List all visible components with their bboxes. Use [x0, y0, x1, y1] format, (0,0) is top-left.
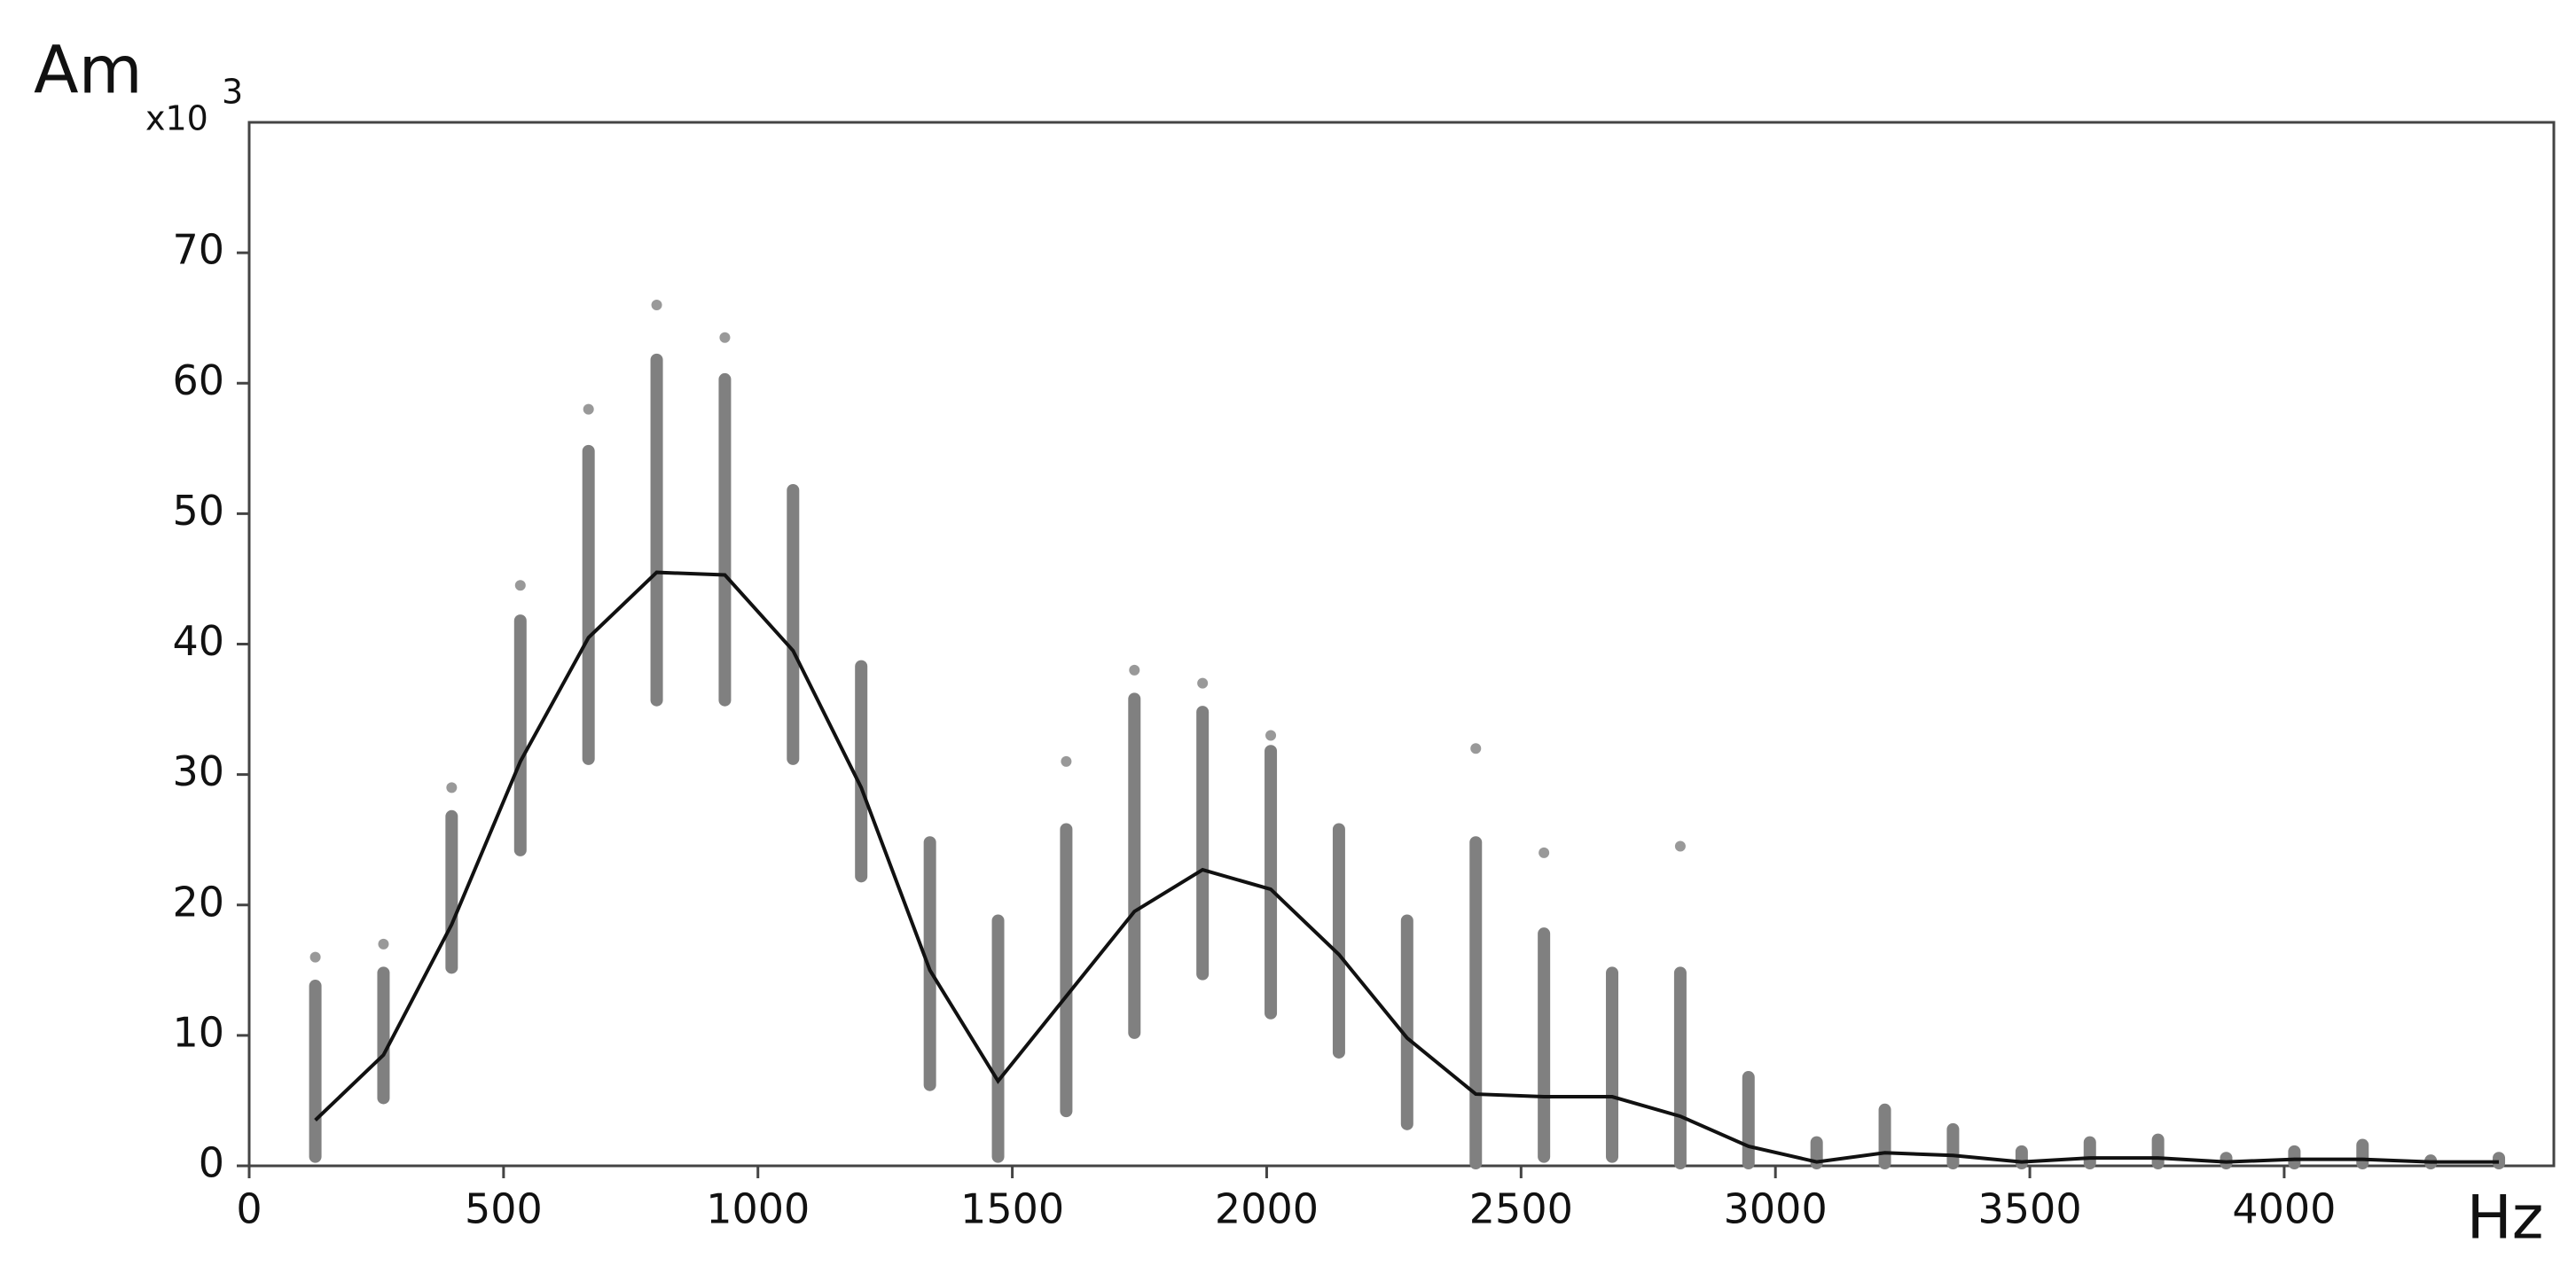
y-tick-label: 30: [172, 747, 224, 795]
amplitude-peak: [1129, 664, 1140, 676]
y-tick-label: 20: [172, 878, 224, 926]
amplitude-range: [718, 372, 732, 707]
amplitude-range: [1742, 1071, 1755, 1169]
amplitude-peak: [1539, 847, 1550, 858]
amplitude-range: [2083, 1136, 2096, 1169]
amplitude-range: [991, 914, 1005, 1163]
amplitude-range: [1538, 927, 1551, 1163]
amplitude-range: [1673, 966, 1687, 1169]
x-tick-label: 4000: [2232, 1185, 2336, 1233]
amplitude-range: [1400, 914, 1413, 1130]
amplitude-range: [855, 660, 868, 883]
amplitude-peak: [651, 299, 662, 310]
y-tick-label: 40: [172, 617, 224, 665]
amplitude-range: [309, 980, 322, 1163]
y-tick-label: 60: [172, 356, 224, 404]
y-tick-label: 50: [172, 487, 224, 535]
amplitude-peak: [1470, 743, 1482, 754]
amplitude-range: [1469, 836, 1483, 1169]
amplitude-range: [923, 836, 936, 1091]
x-tick-label: 2000: [1215, 1185, 1319, 1233]
y-tick-label: 0: [199, 1139, 224, 1187]
amplitude-range: [2356, 1138, 2369, 1169]
amplitude-range: [377, 966, 390, 1105]
amplitude-range: [445, 809, 458, 974]
amplitude-range: [1946, 1122, 1960, 1169]
amplitude-range: [1265, 745, 1278, 1020]
amplitude-peak: [1265, 730, 1277, 741]
amplitude-peak: [1061, 755, 1072, 767]
amplitude-range: [582, 444, 595, 765]
amplitude-range: [650, 353, 663, 707]
y-axis-label: Am: [34, 33, 143, 109]
amplitude-peak: [446, 782, 458, 793]
x-axis-label: Hz: [2467, 1184, 2544, 1254]
amplitude-range: [2015, 1145, 2028, 1169]
x-tick-label: 1000: [706, 1185, 810, 1233]
x-tick-label: 0: [236, 1185, 262, 1233]
y-tick-label: 70: [172, 226, 224, 274]
amplitude-peak: [1197, 677, 1209, 689]
x-tick-label: 500: [465, 1185, 543, 1233]
mean-line: [314, 570, 2500, 1164]
amplitude-range: [2288, 1145, 2301, 1169]
amplitude-peak: [309, 951, 321, 963]
y-unit-base: x10: [145, 99, 208, 138]
x-tick-label: 3000: [1724, 1185, 1828, 1233]
amplitude-peak: [1674, 840, 1686, 852]
amplitude-range: [1606, 966, 1619, 1163]
y-tick-label: 10: [172, 1008, 224, 1056]
x-tick-label: 1500: [960, 1185, 1064, 1233]
amplitude-peak: [378, 938, 389, 950]
x-tick-label: 3500: [1978, 1185, 2082, 1233]
amplitude-range: [1128, 692, 1141, 1039]
x-tick-label: 2500: [1469, 1185, 1573, 1233]
amplitude-peak: [514, 580, 526, 591]
amplitude-range: [2151, 1133, 2165, 1169]
amplitude-peak: [583, 403, 594, 415]
amplitude-range: [1878, 1103, 1891, 1169]
amplitude-range: [513, 614, 527, 856]
amplitude-range: [1332, 823, 1345, 1059]
amplitude-range: [1060, 823, 1073, 1118]
amplitude-range: [787, 483, 800, 765]
y-unit-exponent: 3: [222, 73, 243, 112]
amplitude-range: [1196, 706, 1210, 981]
amplitude-peak: [719, 332, 731, 343]
amplitude-range: [1810, 1136, 1823, 1169]
